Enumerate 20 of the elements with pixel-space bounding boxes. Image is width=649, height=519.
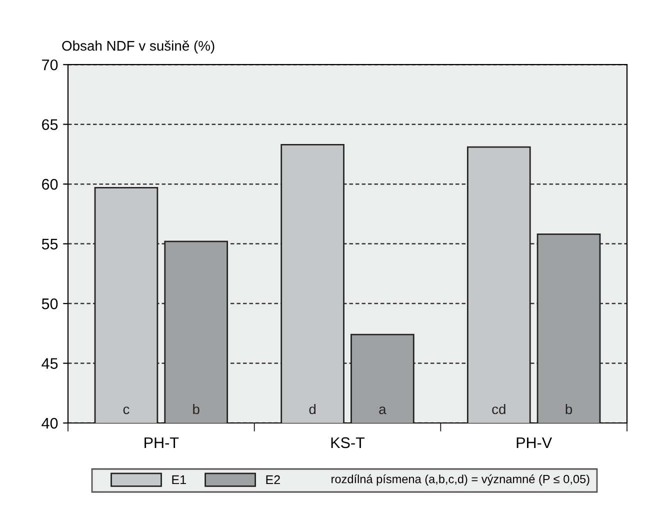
text: rozdílná písmena (a,b,c,d) = významné (P ≤ 0,05) (332, 474, 590, 486)
y-tick-label: 40 (42, 418, 58, 429)
legend-label: E1 (172, 475, 186, 484)
y-tick-label: 55 (42, 238, 58, 250)
data-label: b (193, 404, 200, 414)
data-label: b (566, 404, 572, 414)
legend-label: E2 (266, 475, 280, 484)
data-label: c (123, 406, 130, 414)
data-label: d (309, 404, 316, 414)
x-tick-label: PH-V (516, 437, 552, 448)
y-tick-label: 60 (42, 178, 58, 190)
y-axis-title: Obsah NDF v sušině (%) (62, 40, 214, 54)
x-tick-label: KS-T (331, 437, 365, 448)
y-tick-label: 70 (42, 59, 58, 70)
y-tick-label: 65 (42, 119, 58, 130)
x-tick-label: PH-T (144, 437, 179, 448)
y-tick-label: 45 (42, 358, 58, 369)
y-tick-label: 50 (42, 298, 58, 310)
data-label: a (379, 406, 386, 414)
data-label: cd (492, 404, 506, 414)
